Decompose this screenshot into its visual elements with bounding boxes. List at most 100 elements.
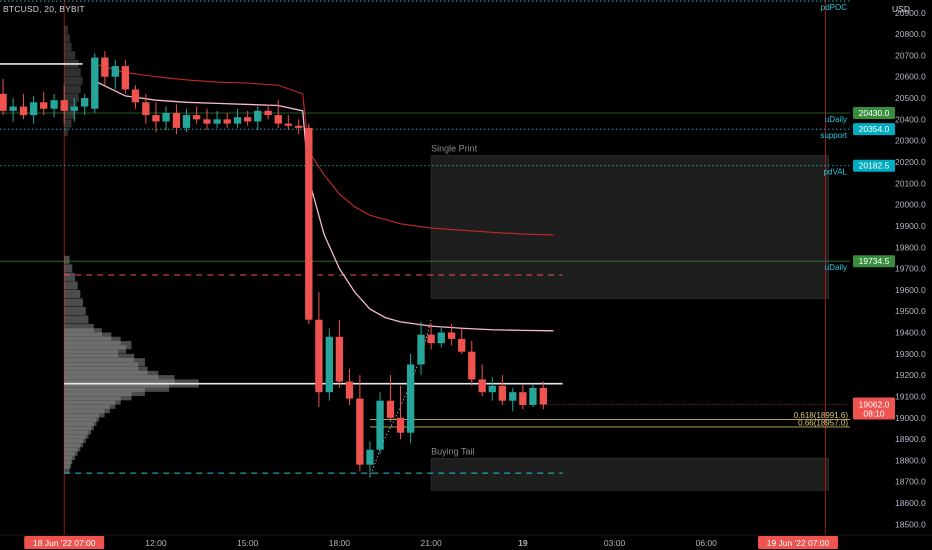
- candle-body: [345, 381, 354, 399]
- price-tag: [853, 106, 895, 119]
- candle-body: [519, 392, 527, 405]
- candle-down: [40, 91, 48, 116]
- time-tick: 03:00: [604, 538, 626, 548]
- candle-down: [356, 375, 364, 472]
- countdown-text: 08:10: [863, 409, 885, 419]
- candle-up: [182, 108, 191, 133]
- hline-label: uDaily: [825, 115, 847, 124]
- candle-body: [356, 398, 364, 465]
- candle-body: [366, 449, 374, 465]
- profile-bin: [64, 315, 89, 324]
- profile-bin: [64, 264, 73, 273]
- time-tick: 19: [518, 538, 528, 548]
- price-tick: 20900.0: [895, 8, 926, 18]
- profile-bin: [64, 341, 132, 350]
- candle-body: [243, 117, 252, 122]
- candle-body: [192, 115, 201, 120]
- candle-down: [223, 112, 231, 128]
- time-tick: 06:00: [696, 538, 718, 548]
- candle-body: [40, 102, 48, 109]
- candle-up: [81, 93, 89, 116]
- candle-body: [335, 336, 344, 382]
- candle-body: [203, 119, 211, 124]
- profile-bin: [64, 392, 132, 401]
- price-tag-text: 20182.5: [859, 161, 890, 171]
- candle-body: [458, 338, 466, 352]
- candle-body: [254, 110, 262, 122]
- candle-body: [19, 106, 28, 116]
- price-tick: 19300.0: [895, 349, 926, 359]
- price-tick: 20000.0: [895, 200, 926, 210]
- price-tick: 20600.0: [895, 72, 926, 82]
- box-area: [430, 457, 829, 491]
- price-tick: 20200.0: [895, 157, 926, 167]
- candle-down: [131, 85, 140, 109]
- profile-bin: [64, 102, 78, 111]
- candle-up: [509, 387, 517, 412]
- price-axis: 20900.0 20800.0 20700.0 20600.0 20500.0 20400…: [895, 8, 926, 530]
- hline-support: support 20354.0: [0, 123, 895, 140]
- profile-bin: [64, 460, 71, 469]
- profile-bin: [64, 281, 78, 290]
- current-price-text: 19062.0: [859, 400, 890, 410]
- profile-bin: [64, 298, 84, 307]
- hline-label: pdVAL: [824, 168, 848, 177]
- time-edge-tag: [758, 536, 839, 549]
- candle-down: [203, 108, 211, 131]
- candle-body: [121, 66, 130, 90]
- candle-up: [233, 108, 242, 128]
- profile-bin: [64, 422, 94, 431]
- fib-label: 0.66(18957.0): [798, 418, 848, 427]
- candle-down: [19, 93, 28, 120]
- candle-body: [29, 102, 38, 116]
- candle-down: [295, 119, 303, 135]
- candle-body: [447, 332, 456, 339]
- candle-body: [386, 400, 395, 418]
- profile-bin: [64, 404, 110, 414]
- profile-bin: [64, 42, 72, 51]
- candle-body: [264, 110, 272, 116]
- profile-bin: [64, 51, 76, 60]
- candle-up: [213, 110, 221, 128]
- profile-bin: [64, 119, 72, 128]
- profile-bin: [64, 68, 81, 77]
- candle-up: [50, 93, 58, 118]
- price-tag-text: 20354.0: [859, 124, 890, 134]
- candle-up: [91, 53, 99, 113]
- hline-label: uDaily: [825, 263, 847, 272]
- box-label: Single Print: [431, 144, 478, 154]
- profile-bin: [64, 375, 175, 384]
- profile-bin: [64, 25, 68, 34]
- price-tick: 18900.0: [895, 434, 926, 444]
- candle-body: [488, 385, 496, 393]
- candle-down: [172, 104, 181, 135]
- candle-down: [60, 85, 68, 124]
- candle-down: [284, 115, 292, 131]
- profile-bin: [64, 85, 81, 94]
- profile-bin: [64, 370, 159, 380]
- profile-bin: [64, 434, 86, 443]
- candle-body: [498, 385, 507, 401]
- candle-body: [417, 334, 425, 365]
- profile-bin: [64, 396, 121, 405]
- profile-bin: [64, 456, 73, 465]
- candle-body: [509, 392, 517, 401]
- candle-body: [478, 379, 486, 393]
- candle-down: [315, 292, 323, 408]
- box-buying-tail: Buying Tail: [430, 446, 829, 491]
- profile-bin: [64, 353, 135, 362]
- symbol-label[interactable]: BTCUSD, 20, BYBIT: [3, 4, 85, 14]
- candle-up: [325, 328, 333, 401]
- candle-body: [111, 66, 119, 77]
- vwap-red-line: [94, 63, 554, 236]
- candle-up: [111, 59, 119, 90]
- vwap-pink-line: [94, 80, 554, 332]
- hline-label: pdPOC: [821, 3, 847, 12]
- price-tag: [853, 159, 895, 172]
- time-edge-text: 18 Jun '22 07:00: [33, 538, 96, 548]
- candle-body: [539, 387, 547, 405]
- candle-body: [437, 332, 445, 344]
- profile-bin: [64, 93, 79, 102]
- price-tick: 20700.0: [895, 50, 926, 60]
